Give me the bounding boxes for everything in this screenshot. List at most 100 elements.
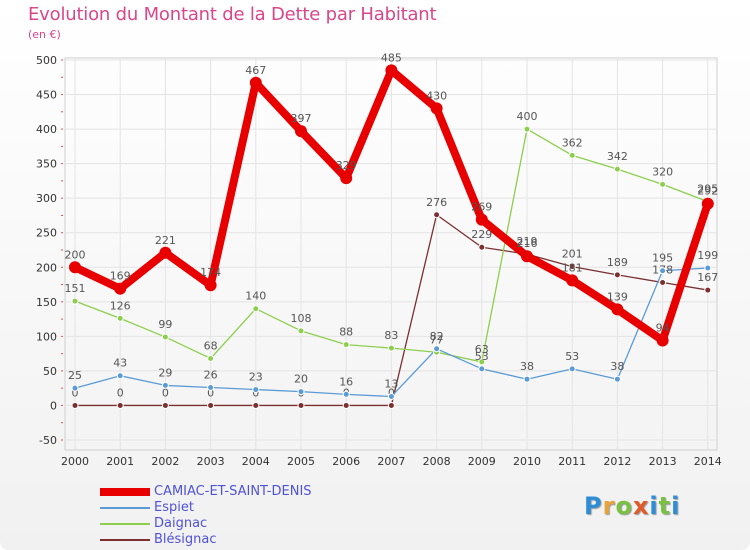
data-point — [433, 211, 441, 219]
y-tick-label: 350 — [36, 158, 57, 171]
data-point — [568, 263, 576, 271]
data-point — [252, 401, 260, 409]
data-point — [659, 267, 667, 275]
data-label: 200 — [65, 248, 86, 261]
x-tick-label: 2006 — [332, 455, 360, 468]
x-tick-label: 2009 — [468, 455, 496, 468]
data-label: 126 — [110, 299, 131, 312]
data-point — [297, 401, 305, 409]
legend: CAMIAC-ET-SAINT-DENIS Espiet Daignac Blé… — [100, 484, 312, 548]
data-label: 53 — [565, 350, 579, 363]
data-point — [207, 383, 215, 391]
data-label: 20 — [294, 373, 308, 386]
y-tick-label: 100 — [36, 330, 57, 343]
data-point — [387, 344, 395, 352]
data-label: 467 — [245, 64, 266, 77]
data-label: 43 — [113, 357, 127, 370]
data-point — [521, 250, 533, 263]
data-point — [613, 271, 621, 279]
legend-item-espiet: Espiet — [100, 500, 312, 516]
legend-item-daignac: Daignac — [100, 516, 312, 532]
data-label: 219 — [517, 235, 538, 248]
data-point — [704, 286, 712, 294]
y-tick-label: 300 — [36, 192, 57, 205]
data-label: 23 — [249, 371, 263, 384]
data-point — [249, 76, 262, 89]
data-label: 201 — [562, 248, 583, 261]
y-tick-label: 150 — [36, 296, 57, 309]
x-tick-label: 2002 — [151, 455, 179, 468]
legend-label-blesignac: Blésignac — [154, 532, 217, 547]
data-label: 362 — [562, 136, 583, 149]
data-label: 320 — [652, 165, 673, 178]
data-label: 99 — [158, 318, 172, 331]
data-label: 292 — [697, 185, 718, 198]
data-label: 216 — [517, 237, 538, 250]
data-point — [114, 282, 127, 295]
data-label: 38 — [520, 360, 534, 373]
data-label: 0 — [207, 386, 214, 399]
logo-letter: r — [602, 492, 616, 520]
data-point — [523, 375, 531, 383]
y-tick-label: 450 — [36, 89, 57, 102]
data-label: 25 — [68, 369, 82, 382]
logo-letter: i — [649, 492, 659, 520]
x-tick-label: 2003 — [197, 455, 225, 468]
data-point — [342, 390, 350, 398]
data-label: 430 — [426, 89, 447, 102]
legend-swatch-espiet — [100, 507, 150, 509]
data-point — [613, 375, 621, 383]
data-label: 221 — [155, 234, 176, 247]
x-tick-label: 2005 — [287, 455, 315, 468]
data-label: 38 — [610, 360, 624, 373]
data-point — [568, 365, 576, 373]
data-point — [611, 303, 624, 316]
data-point — [340, 172, 353, 185]
data-label: 0 — [388, 386, 395, 399]
legend-label-camiac: CAMIAC-ET-SAINT-DENIS — [154, 484, 312, 499]
y-tick-label: 400 — [36, 123, 57, 136]
data-point — [568, 151, 576, 159]
legend-swatch-camiac — [100, 488, 150, 496]
data-point — [656, 334, 669, 347]
y-tick-label: 50 — [43, 365, 57, 378]
data-point — [297, 327, 305, 335]
legend-label-espiet: Espiet — [154, 500, 194, 515]
data-point — [161, 333, 169, 341]
data-label: 342 — [607, 150, 628, 163]
data-point — [387, 392, 395, 400]
data-point — [71, 401, 79, 409]
data-point — [159, 246, 172, 259]
data-point — [342, 341, 350, 349]
data-label: 16 — [339, 375, 353, 388]
data-label: 195 — [652, 252, 673, 265]
chart-subtitle: (en €) — [28, 28, 61, 41]
y-tick-label: 250 — [36, 227, 57, 240]
y-tick-label: 200 — [36, 261, 57, 274]
data-label: 269 — [471, 201, 492, 214]
data-label: 151 — [65, 282, 86, 295]
data-point — [252, 305, 260, 313]
data-point — [478, 358, 486, 366]
data-point — [475, 213, 488, 226]
data-label: 0 — [162, 386, 169, 399]
data-label: 397 — [291, 112, 312, 125]
logo-letter: o — [615, 492, 633, 520]
data-label: 181 — [562, 261, 583, 274]
data-label: 167 — [697, 271, 718, 284]
data-point — [430, 102, 443, 115]
logo-letter: t — [658, 492, 672, 520]
data-point — [252, 386, 260, 394]
data-label: 189 — [607, 256, 628, 269]
legend-item-camiac: CAMIAC-ET-SAINT-DENIS — [100, 484, 312, 500]
x-tick-label: 2012 — [603, 455, 631, 468]
data-point — [387, 401, 395, 409]
data-label: 26 — [204, 368, 218, 381]
data-point — [161, 381, 169, 389]
data-label: 229 — [471, 228, 492, 241]
x-tick-label: 2011 — [558, 455, 586, 468]
x-tick-label: 2007 — [377, 455, 405, 468]
data-point — [207, 401, 215, 409]
data-label: 174 — [200, 266, 221, 279]
